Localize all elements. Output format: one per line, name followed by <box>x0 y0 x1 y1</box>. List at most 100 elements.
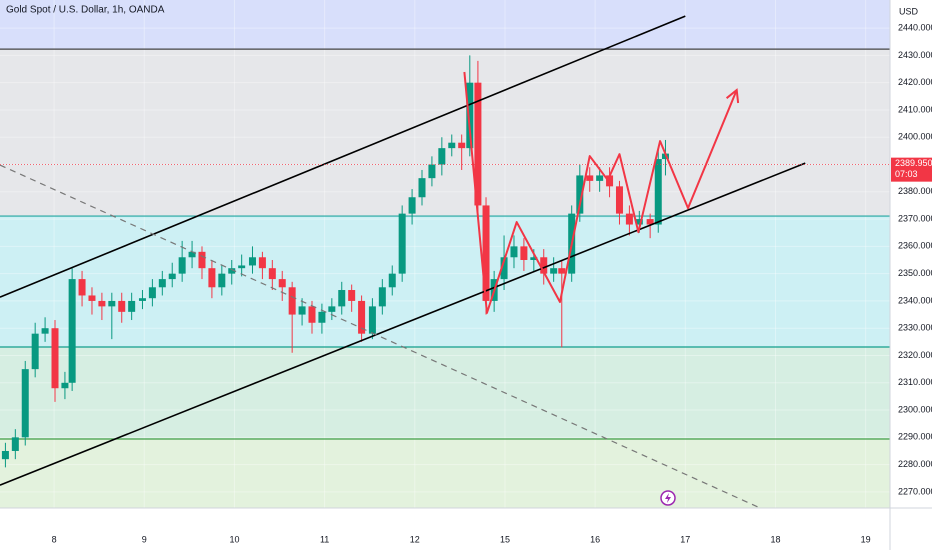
x-tick-label: 11 <box>320 534 329 544</box>
candle-body <box>358 300 366 334</box>
candle-body <box>268 268 276 280</box>
projection-path <box>463 71 738 314</box>
zone <box>0 438 890 508</box>
trend-line <box>0 164 761 509</box>
candle-body <box>558 268 566 274</box>
zone <box>0 49 890 217</box>
x-tick-label: 12 <box>410 534 420 544</box>
candle-body <box>328 306 336 312</box>
candle-body <box>188 251 196 258</box>
candle-body <box>540 257 548 274</box>
zones <box>0 0 890 508</box>
x-tick-label: 17 <box>680 534 690 544</box>
candle-body <box>625 213 633 225</box>
candle-body <box>606 175 614 187</box>
trend-line <box>0 15 686 298</box>
x-tick-label: 8 <box>52 534 57 544</box>
candle-body <box>298 306 306 315</box>
candle-body <box>11 437 19 451</box>
candle-body <box>258 257 266 269</box>
y-tick-label: 2310.000 <box>898 377 932 387</box>
y-tick-label: 2440.000 <box>898 22 932 32</box>
candle-body <box>88 295 96 301</box>
candle-body <box>530 257 538 261</box>
candle-body <box>108 300 116 307</box>
y-tick-label: 2420.000 <box>898 77 932 87</box>
zone <box>0 0 890 50</box>
chart-title: Gold Spot / U.S. Dollar, 1h, OANDA <box>6 5 165 16</box>
candle-body <box>218 273 226 288</box>
candle-body <box>466 82 474 149</box>
y-tick-label: 2330.000 <box>898 323 932 333</box>
candle-body <box>148 287 156 299</box>
candle-body <box>510 246 518 258</box>
candle-body <box>238 265 246 269</box>
candle-body <box>482 205 490 301</box>
candle-body <box>278 279 286 288</box>
candle-body <box>398 213 406 274</box>
candle-body <box>338 290 346 307</box>
y-tick-label: 2300.000 <box>898 404 932 414</box>
candle-body <box>68 279 76 383</box>
y-tick-label: 2370.000 <box>898 213 932 223</box>
y-tick-label: 2270.000 <box>898 486 932 496</box>
candle-body <box>388 273 396 288</box>
candle-body <box>576 175 584 214</box>
candle-body <box>348 290 356 301</box>
candle-body <box>520 246 528 261</box>
candle-body <box>21 369 29 438</box>
candle-body <box>654 159 662 225</box>
candle-body <box>458 142 466 149</box>
candle-body <box>208 268 216 288</box>
currency: USD <box>899 6 919 16</box>
candle-body <box>168 273 176 280</box>
candle-body <box>474 82 482 206</box>
y-tick-label: 2280.000 <box>898 459 932 469</box>
candle-body <box>178 257 186 274</box>
last-price-label: 2389.950 <box>895 158 932 168</box>
candle-body <box>138 298 146 301</box>
trend-line <box>0 162 806 486</box>
candle-body <box>418 178 426 198</box>
countdown: 07:03 <box>895 169 918 179</box>
candle-body <box>635 219 643 225</box>
candle-body <box>158 279 166 288</box>
candle-body <box>428 164 436 179</box>
candle-body <box>438 148 446 165</box>
y-tick-label: 2340.000 <box>898 295 932 305</box>
candle-body <box>51 328 59 389</box>
candle-body <box>31 333 39 370</box>
y-tick-label: 2360.000 <box>898 241 932 251</box>
candle-body <box>586 175 594 181</box>
time-axis-bg <box>0 508 890 550</box>
y-tick-label: 2290.000 <box>898 432 932 442</box>
candle-body <box>550 268 558 274</box>
candle-body <box>408 197 416 214</box>
y-tick-label: 2380.000 <box>898 186 932 196</box>
candle-body <box>248 257 256 266</box>
icon[interactable] <box>660 490 676 506</box>
last-price-box <box>891 157 932 182</box>
y-tick-label: 2410.000 <box>898 104 932 114</box>
candle-body <box>448 142 456 149</box>
x-tick-label: 10 <box>229 534 239 544</box>
candle-body <box>228 268 236 274</box>
x-tick-label: 19 <box>861 534 871 544</box>
y-tick-label: 2430.000 <box>898 50 932 60</box>
x-tick-label: 16 <box>590 534 600 544</box>
zone <box>0 216 890 348</box>
candle-body <box>288 287 296 315</box>
y-tick-label: 2350.000 <box>898 268 932 278</box>
price-axis-bg <box>890 0 932 550</box>
candle-body <box>61 382 69 389</box>
arrow-head <box>725 88 740 104</box>
candle-body <box>596 175 604 181</box>
axes: 2270.000 2280.000 2290.000 2300.000 2310.000… <box>52 22 932 544</box>
x-tick-label: 15 <box>500 534 510 544</box>
candle-body <box>41 328 49 334</box>
x-tick-label: 9 <box>142 534 147 544</box>
candle-body <box>308 306 316 323</box>
plot <box>0 15 890 509</box>
x-tick-label: 18 <box>770 534 780 544</box>
